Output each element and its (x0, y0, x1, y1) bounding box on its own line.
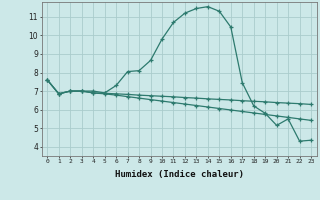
X-axis label: Humidex (Indice chaleur): Humidex (Indice chaleur) (115, 170, 244, 179)
